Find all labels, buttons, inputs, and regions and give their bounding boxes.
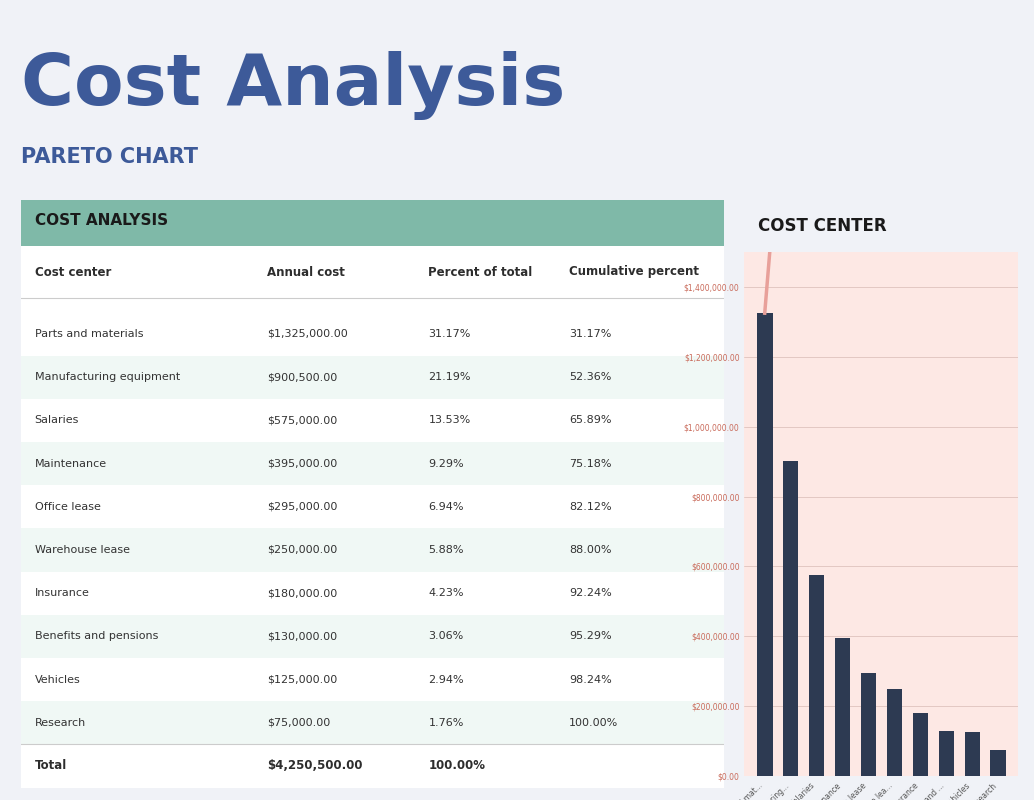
Text: $575,000.00: $575,000.00	[267, 415, 337, 426]
Text: 100.00%: 100.00%	[428, 759, 486, 773]
Text: $295,000.00: $295,000.00	[267, 502, 337, 512]
Bar	[834, 638, 850, 776]
Text: Warehouse lease: Warehouse lease	[35, 545, 129, 555]
Text: $395,000.00: $395,000.00	[267, 458, 337, 469]
Text: Office lease: Office lease	[35, 502, 100, 512]
Text: $900,500.00: $900,500.00	[267, 372, 337, 382]
Text: Annual cost: Annual cost	[267, 266, 344, 278]
Text: Manufacturing equipment: Manufacturing equipment	[35, 372, 180, 382]
Text: Insurance: Insurance	[35, 588, 90, 598]
Text: Cost center: Cost center	[35, 266, 111, 278]
FancyBboxPatch shape	[21, 701, 724, 744]
Text: 21.19%: 21.19%	[428, 372, 472, 382]
Text: Benefits and pensions: Benefits and pensions	[35, 631, 158, 642]
FancyBboxPatch shape	[21, 442, 724, 485]
Bar	[783, 462, 798, 776]
FancyBboxPatch shape	[21, 744, 724, 787]
Text: 13.53%: 13.53%	[428, 415, 470, 426]
FancyBboxPatch shape	[21, 398, 724, 442]
Text: PARETO CHART: PARETO CHART	[21, 147, 197, 167]
Bar	[939, 730, 954, 776]
Text: Cumulative percent: Cumulative percent	[569, 266, 699, 278]
Text: 88.00%: 88.00%	[569, 545, 612, 555]
Text: Cost Analysis: Cost Analysis	[21, 51, 565, 120]
Text: 31.17%: 31.17%	[569, 329, 611, 339]
Text: Total: Total	[35, 759, 67, 773]
FancyBboxPatch shape	[21, 485, 724, 528]
Text: 4.23%: 4.23%	[428, 588, 464, 598]
Bar	[913, 713, 929, 776]
Bar	[860, 673, 876, 776]
Text: Research: Research	[35, 718, 86, 728]
Bar	[965, 732, 980, 776]
FancyBboxPatch shape	[21, 246, 724, 298]
Bar	[757, 313, 772, 776]
Text: $180,000.00: $180,000.00	[267, 588, 337, 598]
Text: 92.24%: 92.24%	[569, 588, 612, 598]
Text: Vehicles: Vehicles	[35, 674, 81, 685]
Text: $130,000.00: $130,000.00	[267, 631, 337, 642]
FancyBboxPatch shape	[21, 312, 724, 355]
Text: 100.00%: 100.00%	[569, 718, 618, 728]
Text: COST CENTER: COST CENTER	[758, 217, 887, 235]
FancyBboxPatch shape	[21, 355, 724, 398]
FancyBboxPatch shape	[21, 528, 724, 571]
Bar	[991, 750, 1006, 776]
FancyBboxPatch shape	[21, 200, 724, 246]
Text: 75.18%: 75.18%	[569, 458, 612, 469]
Text: 6.94%: 6.94%	[428, 502, 464, 512]
Text: 9.29%: 9.29%	[428, 458, 464, 469]
FancyBboxPatch shape	[21, 658, 724, 701]
FancyBboxPatch shape	[21, 571, 724, 614]
Text: 5.88%: 5.88%	[428, 545, 464, 555]
Text: 31.17%: 31.17%	[428, 329, 470, 339]
Text: $125,000.00: $125,000.00	[267, 674, 337, 685]
FancyBboxPatch shape	[21, 246, 724, 776]
Text: Salaries: Salaries	[35, 415, 80, 426]
FancyBboxPatch shape	[21, 614, 724, 658]
Text: 82.12%: 82.12%	[569, 502, 612, 512]
Text: $4,250,500.00: $4,250,500.00	[267, 759, 362, 773]
Text: 1.76%: 1.76%	[428, 718, 464, 728]
Text: 52.36%: 52.36%	[569, 372, 611, 382]
Text: 2.94%: 2.94%	[428, 674, 464, 685]
Text: 3.06%: 3.06%	[428, 631, 463, 642]
Text: COST ANALYSIS: COST ANALYSIS	[35, 213, 168, 228]
Text: 98.24%: 98.24%	[569, 674, 612, 685]
Text: $75,000.00: $75,000.00	[267, 718, 330, 728]
Text: Percent of total: Percent of total	[428, 266, 533, 278]
Text: 95.29%: 95.29%	[569, 631, 612, 642]
Text: 65.89%: 65.89%	[569, 415, 612, 426]
Text: $1,325,000.00: $1,325,000.00	[267, 329, 347, 339]
Bar	[887, 689, 903, 776]
Text: Maintenance: Maintenance	[35, 458, 107, 469]
Text: Parts and materials: Parts and materials	[35, 329, 144, 339]
Text: $250,000.00: $250,000.00	[267, 545, 337, 555]
Bar	[809, 575, 824, 776]
